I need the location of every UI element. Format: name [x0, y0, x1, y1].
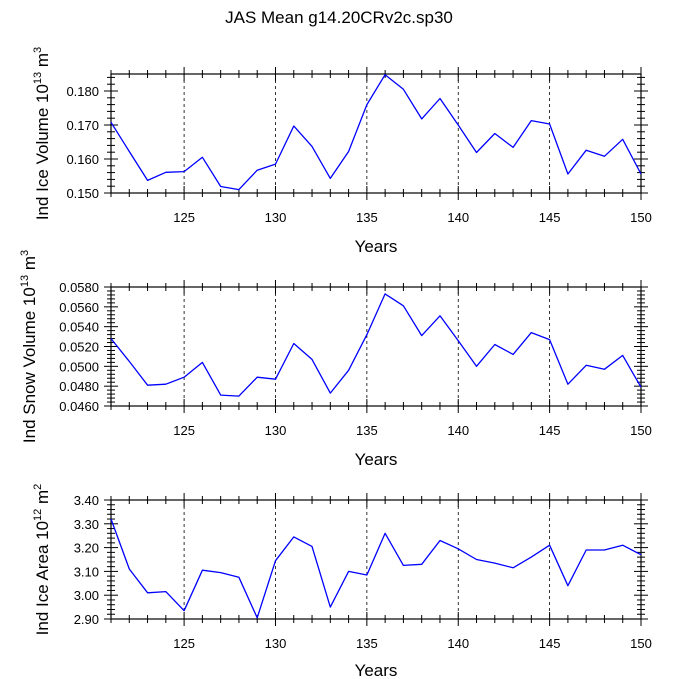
x-axis-title: Years	[355, 661, 398, 679]
x-tick-label: 130	[265, 636, 287, 651]
series-line-ice-volume	[110, 74, 642, 191]
y-axis-title-superscript: 3	[32, 47, 44, 53]
y-tick-label: 0.0540	[59, 320, 99, 335]
y-axis-title-text: m	[20, 256, 39, 275]
y-tick-label: 0.0580	[59, 280, 99, 295]
y-axis-title-superscript: 12	[32, 509, 44, 521]
x-tick-label: 140	[447, 636, 469, 651]
y-axis-title-superscript: 13	[19, 275, 31, 287]
x-tick-label: 130	[265, 423, 287, 438]
x-tick-label: 125	[173, 636, 195, 651]
y-axis-title: Ind Snow Volume 1013 m3	[19, 250, 39, 443]
y-tick-label: 0.0460	[59, 399, 99, 414]
x-tick-label: 145	[539, 423, 561, 438]
y-axis-title: Ind Ice Volume 1013 m3	[32, 47, 52, 220]
x-axis-title: Years	[355, 450, 398, 469]
series-line-snow-volume	[110, 293, 642, 397]
x-tick-label: 135	[356, 636, 378, 651]
y-tick-label: 2.90	[74, 612, 99, 627]
panel-ice-area: 125 130 135 140 145 150 2.90 3.00 3.10 3.20 3.30 3.…	[32, 484, 652, 679]
y-axis-title-superscript: 2	[32, 484, 44, 490]
y-axis-title-superscript: 3	[19, 250, 31, 256]
plot-frame-ice-area	[110, 499, 642, 620]
x-tick-label: 145	[539, 636, 561, 651]
x-tick-label: 140	[447, 423, 469, 438]
y-tick-label: 0.0520	[59, 340, 99, 355]
y-axis-title-text: Ind Ice Volume 10	[33, 84, 52, 220]
x-tick-label: 135	[356, 210, 378, 225]
y-tick-label: 0.150	[66, 186, 99, 201]
plot-frame-ice-volume	[110, 73, 642, 194]
y-tick-label: 3.00	[74, 588, 99, 603]
y-tick-label: 0.0500	[59, 359, 99, 374]
y-axis-title: Ind Ice Area 1012 m2	[32, 484, 52, 636]
series-line-ice-area	[110, 518, 642, 619]
plot-frame-snow-volume	[110, 286, 642, 407]
y-axis-title-text: Ind Snow Volume 10	[20, 287, 39, 443]
x-axis-title: Years	[355, 237, 398, 256]
x-tick-label: 135	[356, 423, 378, 438]
y-tick-label: 0.0560	[59, 300, 99, 315]
y-tick-label: 0.170	[66, 118, 99, 133]
x-tick-label: 130	[265, 210, 287, 225]
y-axis-title-superscript: 13	[32, 72, 44, 84]
x-tick-label: 150	[630, 636, 652, 651]
y-tick-label: 3.30	[74, 517, 99, 532]
y-tick-label: 0.160	[66, 152, 99, 167]
y-tick-label: 0.0480	[59, 379, 99, 394]
y-axis-title-text: Ind Ice Area 10	[33, 521, 52, 635]
x-tick-label: 125	[173, 423, 195, 438]
panel-ice-volume: 125 130 135 140 145 150 0.150 0.160 0.170 0.180 Ye…	[32, 47, 652, 256]
y-tick-label: 3.40	[74, 493, 99, 508]
chart-title: JAS Mean g14.20CRv2c.sp30	[225, 8, 453, 27]
panel-snow-volume: 125 130 135 140 145 150 0.0460 0.0480 0.0500 0.05…	[19, 250, 652, 469]
x-tick-label: 150	[630, 210, 652, 225]
x-tick-label: 125	[173, 210, 195, 225]
y-tick-label: 3.10	[74, 564, 99, 579]
x-tick-label: 145	[539, 210, 561, 225]
x-tick-label: 140	[447, 210, 469, 225]
x-tick-label: 150	[630, 423, 652, 438]
y-axis-title-text: m	[33, 490, 52, 509]
y-tick-label: 0.180	[66, 84, 99, 99]
y-axis-title-text: m	[33, 53, 52, 72]
y-tick-label: 3.20	[74, 541, 99, 556]
